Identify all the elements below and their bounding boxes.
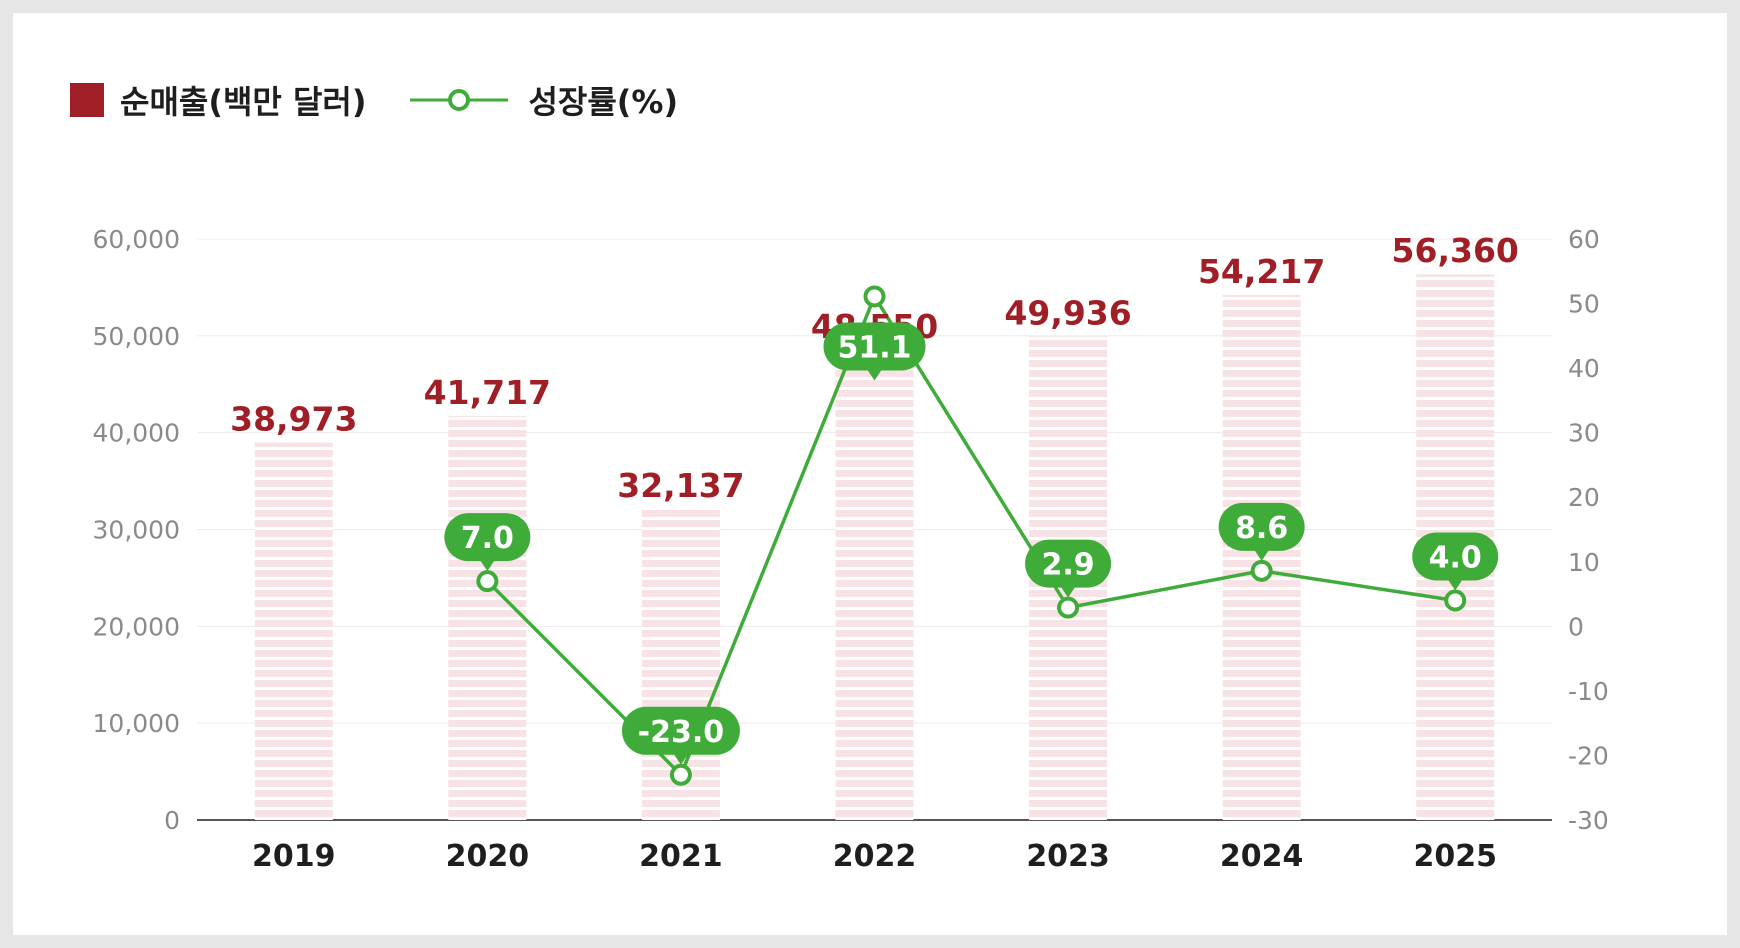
x-category-label: 2021 — [639, 839, 723, 874]
bar-value-label: 38,973 — [230, 400, 357, 439]
bar — [835, 349, 914, 820]
growth-point — [669, 763, 692, 786]
growth-pill-bg — [1218, 502, 1305, 551]
legend-swatch-bar-icon — [70, 83, 104, 117]
growth-point — [1057, 596, 1080, 619]
y-right-tick-label: 30 — [1568, 419, 1600, 448]
y-left-tick-label: 60,000 — [93, 225, 180, 254]
x-category-label: 2025 — [1413, 839, 1497, 874]
growth-value-label: 7.0 — [461, 521, 514, 556]
y-right-tick-label: 20 — [1568, 483, 1600, 512]
x-category-label: 2024 — [1220, 839, 1304, 874]
growth-value-pill: 7.0 — [444, 513, 531, 572]
x-category-label: 2019 — [252, 839, 336, 874]
growth-value-label: 4.0 — [1429, 541, 1482, 576]
growth-point — [1250, 559, 1273, 582]
x-category-label: 2023 — [1026, 839, 1110, 874]
y-right-tick-label: 0 — [1568, 612, 1584, 641]
x-category-label: 2022 — [833, 839, 917, 874]
y-left-tick-label: 50,000 — [93, 322, 180, 351]
legend: 순매출(백만 달러) 성장률(%) — [70, 77, 678, 123]
growth-value-pill: 51.1 — [823, 322, 926, 381]
bar-value-label: 49,936 — [1004, 293, 1131, 332]
bar-value-label: 54,217 — [1198, 252, 1325, 291]
growth-pill-bg — [1025, 539, 1112, 588]
growth-value-pill: 4.0 — [1412, 532, 1499, 591]
y-left-tick-label: 40,000 — [93, 419, 180, 448]
legend-item-net-sales: 순매출(백만 달러) — [70, 77, 366, 123]
legend-item-growth-rate: 성장률(%) — [366, 77, 678, 123]
growth-pill-pointer — [866, 368, 883, 381]
y-right-tick-label: -30 — [1568, 806, 1609, 835]
bar-value-label: 56,360 — [1392, 231, 1519, 270]
legend-label-net-sales: 순매출(백만 달러) — [120, 83, 367, 121]
growth-pill-bg — [1412, 532, 1499, 581]
y-left-tick-label: 0 — [164, 806, 180, 835]
growth-pill-pointer — [1447, 578, 1464, 591]
legend-swatch-line-icon — [410, 89, 509, 111]
growth-value-pill: -23.0 — [621, 706, 740, 765]
growth-value-label: 8.6 — [1235, 511, 1288, 546]
bar-value-label: 32,137 — [617, 466, 744, 505]
x-category-label: 2020 — [446, 839, 530, 874]
growth-point — [476, 570, 499, 593]
y-right-tick-label: 40 — [1568, 354, 1600, 383]
growth-pill-bg — [823, 322, 926, 371]
bar — [448, 416, 527, 820]
growth-point — [1444, 589, 1467, 612]
y-right-tick-label: -10 — [1568, 677, 1609, 706]
y-left-tick-label: 10,000 — [93, 709, 180, 738]
growth-line — [486, 292, 1456, 778]
growth-point — [863, 285, 886, 308]
y-left-tick-label: 30,000 — [93, 516, 180, 545]
growth-value-pill: 8.6 — [1218, 502, 1305, 561]
growth-pill-pointer — [1253, 548, 1270, 561]
bar-value-label: 41,717 — [424, 373, 551, 412]
y-right-tick-label: -20 — [1568, 741, 1609, 770]
growth-pill-pointer — [672, 752, 689, 765]
y-right-tick-label: 10 — [1568, 548, 1600, 577]
growth-value-pill: 2.9 — [1025, 539, 1112, 598]
bar — [254, 442, 333, 820]
growth-value-label: 51.1 — [837, 330, 911, 365]
y-right-tick-label: 50 — [1568, 290, 1600, 319]
y-right-tick-label: 60 — [1568, 225, 1600, 254]
y-left-tick-label: 20,000 — [93, 612, 180, 641]
legend-label-growth-rate: 성장률(%) — [528, 83, 679, 121]
growth-value-label: 2.9 — [1041, 548, 1094, 583]
growth-pill-pointer — [1060, 585, 1077, 598]
growth-pill-pointer — [479, 559, 496, 572]
growth-pill-bg — [621, 706, 740, 755]
growth-value-label: -23.0 — [638, 715, 724, 750]
growth-pill-bg — [444, 513, 531, 562]
